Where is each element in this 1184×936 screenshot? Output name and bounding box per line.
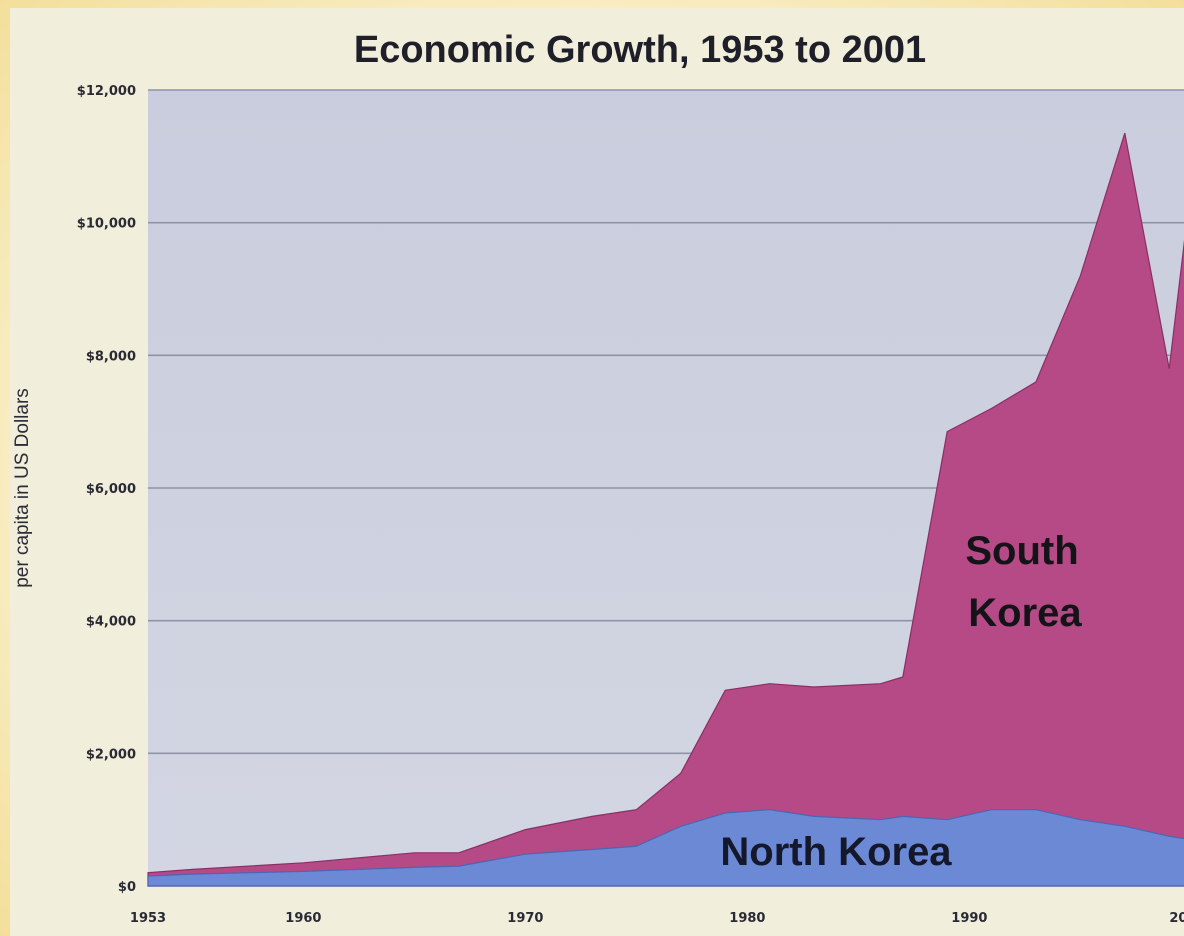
series-areas: [147, 132, 1184, 887]
y-tick-label: $0: [118, 880, 136, 895]
x-tick-label: 1970: [507, 911, 543, 926]
chart-title: Economic Growth, 1953 to 2001: [354, 29, 926, 71]
y-tick-label: $6,000: [86, 482, 136, 497]
x-tick-label: 2000: [1169, 911, 1184, 926]
north-korea-label: North Korea: [720, 830, 952, 874]
y-tick-label: $2,000: [86, 747, 136, 762]
y-axis: $0 $2,000 $4,000 $6,000 $8,000 $10,000 $12,000: [77, 84, 136, 895]
south-korea-label-line2: Korea: [968, 591, 1082, 635]
x-tick-label: 1953: [130, 911, 166, 926]
y-axis-label: per capita in US Dollars: [12, 388, 33, 588]
x-tick-label: 1960: [285, 911, 321, 926]
north-korea-area: [147, 809, 1184, 887]
x-tick-label: 1990: [951, 911, 987, 926]
y-tick-label: $8,000: [86, 349, 136, 364]
y-tick-label: $12,000: [77, 84, 136, 99]
x-tick-label: 1980: [729, 911, 765, 926]
y-tick-label: $10,000: [77, 217, 136, 232]
south-korea-label-line1: South: [965, 529, 1078, 573]
y-tick-label: $4,000: [86, 615, 136, 630]
south-korea-area: [147, 132, 1184, 887]
x-axis: 1953 1960 1970 1980 1990 2000: [130, 911, 1184, 926]
